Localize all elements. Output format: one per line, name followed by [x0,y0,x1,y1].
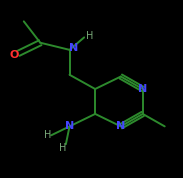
Text: N: N [116,121,125,131]
Text: H: H [86,31,93,41]
Text: H: H [44,130,51,140]
Text: N: N [69,43,78,53]
Text: O: O [10,50,19,60]
Text: N: N [65,121,74,131]
Text: H: H [59,143,66,153]
Text: N: N [138,84,147,94]
